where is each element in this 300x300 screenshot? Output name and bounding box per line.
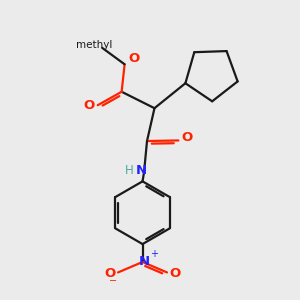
Text: methyl: methyl [76, 40, 112, 50]
Text: O: O [128, 52, 139, 65]
Text: +: + [150, 249, 158, 259]
Text: N: N [136, 164, 147, 177]
Text: N: N [139, 255, 150, 268]
Text: O: O [84, 99, 95, 112]
Text: O: O [181, 131, 192, 144]
Text: O: O [104, 266, 115, 280]
Text: −: − [109, 276, 117, 286]
Text: O: O [170, 266, 181, 280]
Text: H: H [125, 164, 134, 177]
